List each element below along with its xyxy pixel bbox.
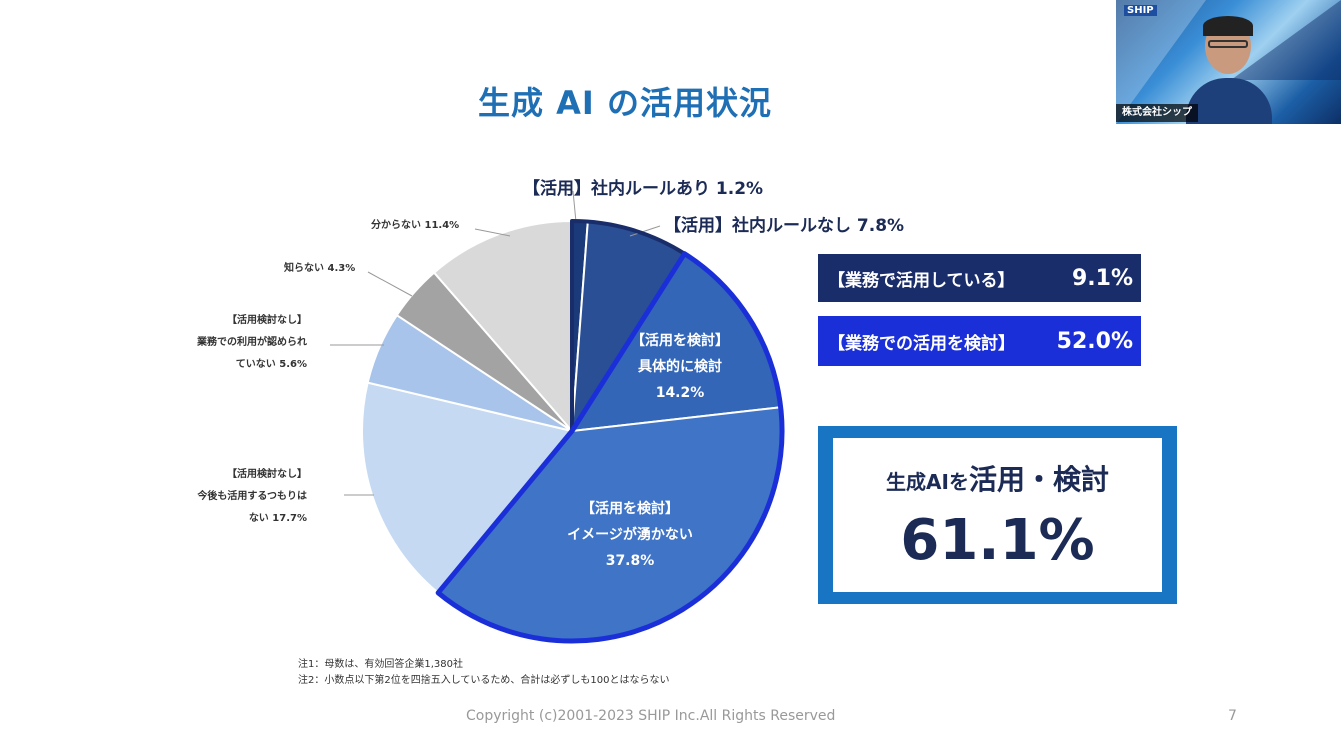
summary-considering: 【業務での活用を検討】 52.0%: [818, 316, 1141, 366]
summary-total-heading-large: 活用・検討: [968, 462, 1109, 496]
note-2: 注2：小数点以下第2位を四捨五入しているため、合計は必ずしも100とはならない: [298, 675, 670, 686]
label-concrete-cat: 【活用を検討】: [631, 333, 729, 349]
summary-total-value: 61.1%: [900, 507, 1095, 573]
label-none-future-cat: 【活用検討なし】: [227, 469, 307, 480]
summary-total-box: 生成AIを活用・検討 61.1%: [818, 426, 1177, 604]
label-image-value: 37.8%: [605, 553, 655, 569]
summary-using: 【業務で活用している】 9.1%: [818, 254, 1141, 302]
summary-considering-label: 【業務での活用を検討】: [828, 333, 1015, 354]
leader-dontknow: [474, 228, 511, 237]
video-caption: 株式会社シップ: [1116, 104, 1198, 122]
label-none-allowed-line2: 業務での利用が認められ: [197, 337, 307, 348]
copyright-footer: Copyright (c)2001-2023 SHIP Inc.All Righ…: [466, 708, 836, 724]
video-logo: SHIP: [1124, 5, 1157, 16]
label-concrete-value: 14.2%: [655, 385, 705, 401]
label-none-future-line2: 今後も活用するつもりは: [197, 491, 307, 502]
slide-title: 生成 AI の活用状況: [478, 84, 772, 122]
summary-total-heading: 生成AIを活用・検討: [886, 458, 1109, 498]
video-thumbnail[interactable]: SHIP 株式会社シップ: [1116, 0, 1341, 124]
label-rule-yes: 【活用】社内ルールあり 1.2%: [523, 179, 764, 199]
leader-unknown: [367, 271, 413, 297]
summary-using-label: 【業務で活用している】: [828, 270, 1015, 291]
label-image-name: イメージが湧かない: [567, 527, 693, 543]
leader-rule-yes: [572, 190, 577, 223]
label-none-allowed-line3: ていない 5.6%: [235, 359, 307, 370]
label-none-future-line3: ない 17.7%: [248, 513, 307, 524]
summary-total-heading-small: 生成AIを: [886, 469, 969, 494]
page-number: 7: [1228, 708, 1237, 724]
label-none-allowed: 【活用検討なし】 業務での利用が認められ ていない 5.6%: [197, 310, 307, 376]
presenter-avatar: [1186, 16, 1272, 124]
label-rule-no: 【活用】社内ルールなし 7.8%: [664, 216, 905, 236]
label-concrete: 【活用を検討】 具体的に検討 14.2%: [620, 328, 740, 406]
summary-using-value: 9.1%: [1071, 265, 1133, 291]
label-none-future: 【活用検討なし】 今後も活用するつもりは ない 17.7%: [197, 464, 307, 530]
leader-rule-no: [629, 225, 661, 237]
pie-group-outline: [570, 219, 687, 433]
pie-group-outline: [435, 251, 785, 644]
label-dontknow: 分からない 11.4%: [371, 220, 460, 231]
note-1: 注1：母数は、有効回答企業1,380社: [298, 659, 463, 670]
summary-considering-value: 52.0%: [1056, 328, 1133, 354]
label-none-allowed-cat: 【活用検討なし】: [227, 315, 307, 326]
label-image: 【活用を検討】 イメージが湧かない 37.8%: [540, 496, 720, 574]
label-image-cat: 【活用を検討】: [581, 501, 679, 517]
pie-slice: [361, 381, 574, 595]
pie-slice: [432, 219, 573, 434]
label-unknown: 知らない 4.3%: [284, 263, 356, 274]
label-concrete-name: 具体的に検討: [638, 359, 722, 375]
